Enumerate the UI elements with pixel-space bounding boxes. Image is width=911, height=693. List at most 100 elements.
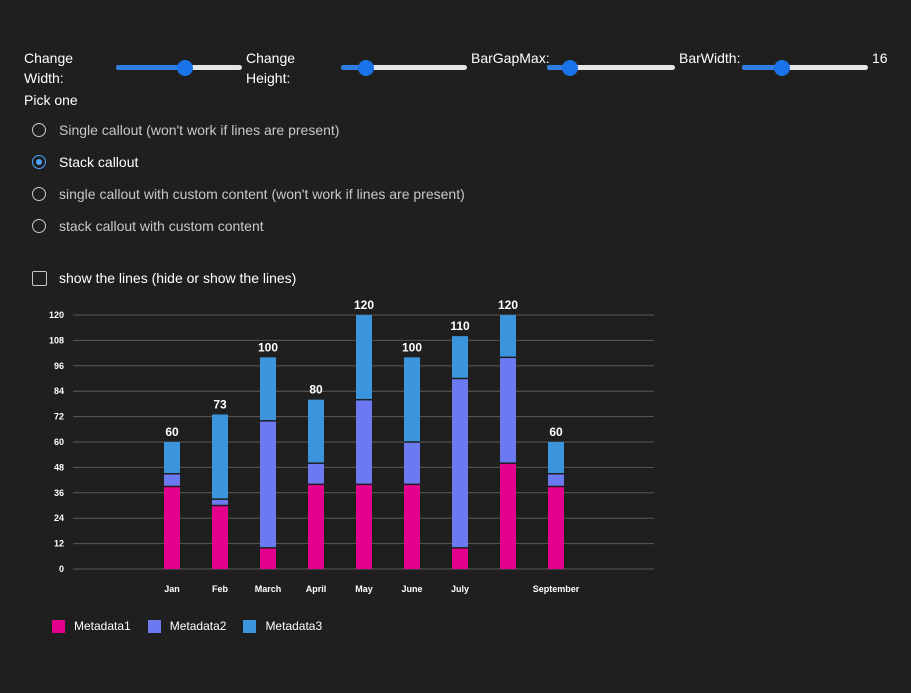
bar-total-label: 120 — [354, 298, 374, 312]
bar-total-label: 110 — [450, 319, 470, 333]
bar-gap-max-slider[interactable] — [547, 58, 675, 78]
slider-track — [742, 65, 868, 70]
radio-option-single-callout-custom[interactable]: single callout with custom content (won'… — [32, 184, 465, 204]
change-width-label: Change Width: — [24, 50, 74, 86]
x-tick-label: September — [533, 584, 580, 594]
bar-segment-metadata3[interactable] — [404, 357, 420, 442]
bar-segment-metadata3[interactable] — [452, 336, 468, 379]
bar-width-slider[interactable] — [742, 58, 868, 78]
x-tick-label: July — [451, 584, 469, 594]
change-width-slider[interactable] — [116, 58, 242, 78]
bar-segment-metadata3[interactable] — [164, 442, 180, 474]
x-tick-label: March — [255, 584, 282, 594]
bar-segment-metadata3[interactable] — [548, 442, 564, 474]
radio-label: single callout with custom content (won'… — [59, 186, 465, 202]
y-tick-label: 0 — [59, 564, 64, 574]
bar-total-label: 60 — [165, 425, 179, 439]
bar-segment-metadata2[interactable] — [500, 357, 516, 464]
bar-segment-metadata1[interactable] — [452, 547, 468, 569]
legend-item-metadata2[interactable]: Metadata2 — [147, 619, 227, 633]
bar-segment-metadata2[interactable] — [212, 499, 228, 506]
bar-gap-max-label: BarGapMax: — [471, 50, 550, 66]
y-tick-label: 60 — [54, 437, 64, 447]
y-tick-label: 72 — [54, 412, 64, 422]
bar-total-label: 100 — [258, 340, 278, 354]
slider-track — [547, 65, 675, 70]
radio-label: stack callout with custom content — [59, 218, 264, 234]
legend-label: Metadata3 — [265, 619, 323, 633]
bar-segment-metadata2[interactable] — [356, 399, 372, 485]
y-tick-label: 96 — [54, 361, 64, 371]
y-tick-label: 36 — [54, 488, 64, 498]
bar-segment-metadata3[interactable] — [260, 357, 276, 421]
radio-circle[interactable] — [32, 187, 46, 201]
bar-segment-metadata1[interactable] — [260, 547, 276, 569]
radio-circle[interactable] — [32, 219, 46, 233]
bar-segment-metadata1[interactable] — [548, 486, 564, 569]
bar-total-label: 73 — [213, 397, 227, 411]
bar-segment-metadata3[interactable] — [356, 315, 372, 400]
slider-fill — [341, 65, 367, 70]
bar-segment-metadata2[interactable] — [260, 420, 276, 548]
bar-segment-metadata3[interactable] — [212, 414, 228, 500]
bar-segment-metadata1[interactable] — [164, 486, 180, 569]
show-lines-checkbox[interactable] — [32, 270, 47, 286]
slider-thumb[interactable] — [177, 60, 194, 76]
radio-circle-selected[interactable] — [32, 155, 46, 169]
radio-label: Single callout (won't work if lines are … — [59, 122, 340, 138]
legend-item-metadata3[interactable]: Metadata3 — [243, 619, 322, 633]
bar-segment-metadata2[interactable] — [452, 378, 468, 548]
slider-thumb[interactable] — [774, 60, 791, 76]
bar-segment-metadata2[interactable] — [308, 463, 324, 485]
radio-circle[interactable] — [32, 123, 46, 137]
slider-fill — [742, 65, 783, 70]
slider-thumb[interactable] — [562, 60, 579, 76]
bar-segment-metadata1[interactable] — [404, 484, 420, 569]
bar-segment-metadata1[interactable] — [308, 484, 324, 569]
y-tick-label: 24 — [54, 513, 64, 523]
x-tick-label: May — [355, 584, 373, 594]
slider-track — [341, 65, 467, 70]
legend-swatch — [243, 619, 257, 633]
x-tick-label: Jan — [164, 584, 180, 594]
bar-segment-metadata3[interactable] — [308, 399, 324, 464]
y-tick-label: 84 — [54, 386, 64, 396]
y-tick-label: 48 — [54, 462, 64, 472]
radio-option-stack-callout[interactable]: Stack callout — [32, 152, 138, 172]
radio-label: Stack callout — [59, 154, 139, 170]
change-height-label: Change Height: — [246, 50, 296, 86]
x-tick-label: June — [401, 584, 422, 594]
y-tick-label: 108 — [49, 335, 64, 345]
pick-one-label: Pick one — [24, 92, 78, 108]
bar-segment-metadata1[interactable] — [500, 463, 516, 569]
bar-total-label: 60 — [549, 425, 563, 439]
bar-width-value: 16 — [872, 50, 888, 66]
bar-total-label: 80 — [309, 383, 323, 397]
bar-segment-metadata1[interactable] — [212, 505, 228, 570]
bar-segment-metadata1[interactable] — [356, 484, 372, 569]
x-tick-label: Feb — [212, 584, 229, 594]
bar-width-label: BarWidth: — [679, 50, 741, 66]
bar-segment-metadata2[interactable] — [548, 473, 564, 487]
legend-label: Metadata1 — [74, 619, 131, 633]
radio-option-single-callout[interactable]: Single callout (won't work if lines are … — [32, 120, 339, 140]
y-tick-label: 120 — [49, 310, 64, 320]
bar-segment-metadata2[interactable] — [164, 473, 180, 487]
legend-label: Metadata2 — [169, 619, 227, 633]
radio-option-stack-callout-custom[interactable]: stack callout with custom content — [32, 216, 264, 236]
legend-swatch — [147, 619, 161, 633]
legend-item-metadata1[interactable]: Metadata1 — [52, 619, 131, 633]
slider-fill — [547, 65, 571, 70]
y-tick-label: 12 — [54, 539, 64, 549]
slider-thumb[interactable] — [358, 60, 375, 76]
bar-segment-metadata2[interactable] — [404, 442, 420, 485]
bar-segment-metadata3[interactable] — [500, 315, 516, 358]
chart-legend: Metadata1 Metadata2 Metadata3 — [52, 619, 339, 633]
change-height-slider[interactable] — [341, 58, 467, 78]
bar-total-label: 100 — [402, 340, 422, 354]
bar-total-label: 120 — [498, 298, 518, 312]
legend-swatch — [52, 619, 65, 633]
show-lines-checkbox-row[interactable]: show the lines (hide or show the lines) — [32, 268, 296, 288]
show-lines-label: show the lines (hide or show the lines) — [59, 270, 297, 286]
